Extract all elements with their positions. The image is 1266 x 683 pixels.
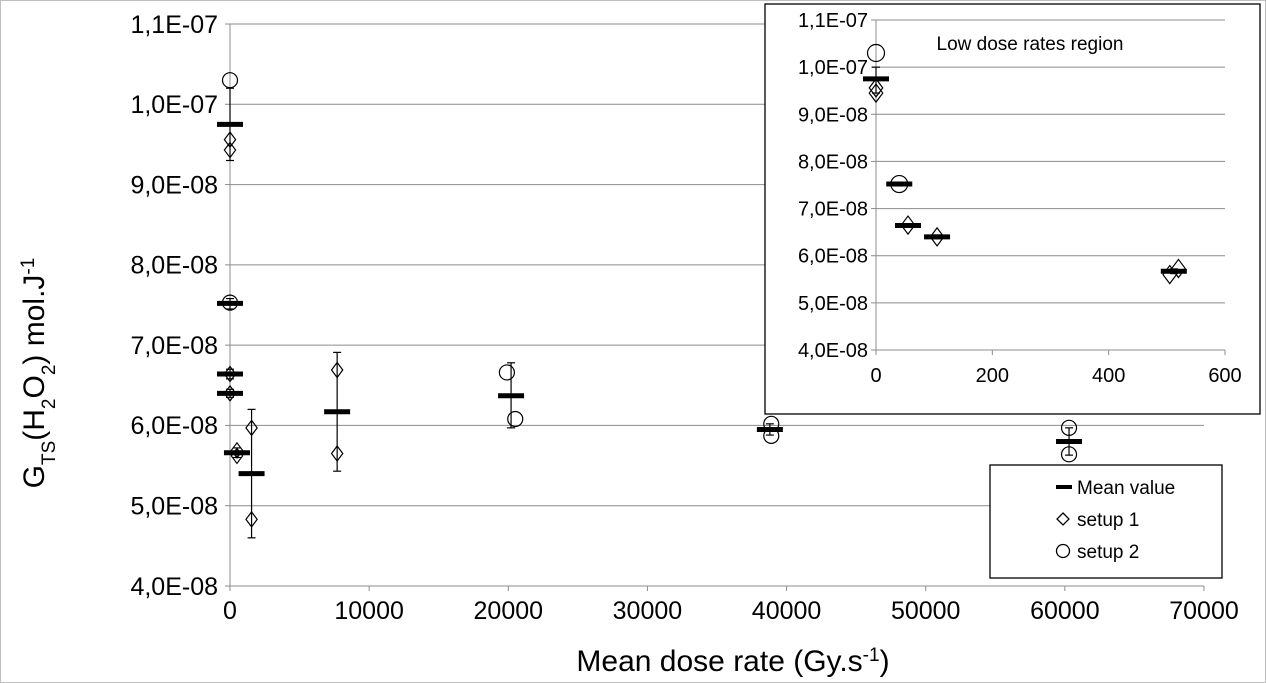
x-tick-label: 0 (223, 597, 237, 625)
setup1-point (223, 384, 237, 402)
y-tick-label: 4,0E-08 (130, 573, 218, 601)
setup2-point (890, 174, 909, 194)
setup2-point (1060, 419, 1078, 436)
setup1-point (230, 447, 244, 465)
setup1-point (900, 215, 916, 236)
inset-y-tick-labels: 4,0E-08 5,0E-08 6,0E-08 7,0E-08 8,0E-08 9,0E-… (798, 10, 868, 362)
x-tick-label: 600 (1208, 365, 1241, 387)
y-tick-label: 4,0E-08 (798, 340, 868, 362)
y-tick-label: 9,0E-08 (798, 104, 868, 126)
y-tick-label: 8,0E-08 (798, 151, 868, 173)
y-tick-label: 9,0E-08 (130, 171, 218, 199)
main-x-tick-labels: 0 10000 20000 30000 40000 50000 60000 70000 (223, 597, 1239, 625)
legend-label-setup1: setup 1 (1077, 510, 1139, 531)
x-tick-label: 50000 (891, 597, 961, 625)
inset-annotation: Low dose rates region (937, 34, 1124, 55)
x-tick-label: 60000 (1030, 597, 1100, 625)
main-data-marks (217, 72, 1083, 539)
y-axis-title: GTS(H2O2) mol.J-1 (18, 258, 60, 489)
setup1-point (223, 141, 237, 159)
x-tick-label: 30000 (613, 597, 683, 625)
setup1-point (223, 365, 237, 383)
y-tick-label: 8,0E-08 (130, 252, 218, 280)
y-tick-label: 1,0E-07 (798, 57, 868, 79)
setup2-point (1060, 446, 1078, 463)
y-tick-label: 1,1E-07 (798, 10, 868, 32)
y-tick-label: 1,1E-07 (130, 11, 218, 39)
x-tick-label: 0 (870, 365, 881, 387)
y-tick-label: 5,0E-08 (798, 293, 868, 315)
y-tick-label: 1,0E-07 (130, 91, 218, 119)
y-tick-label: 7,0E-08 (130, 332, 218, 360)
setup1-point (868, 83, 884, 104)
setup1-point (330, 361, 344, 379)
x-tick-label: 400 (1092, 365, 1125, 387)
legend-label-setup2: setup 2 (1077, 542, 1139, 563)
setup1-point (230, 441, 244, 459)
legend-label-mean: Mean value (1077, 478, 1175, 499)
setup2-point (507, 410, 524, 428)
inset-gridlines (876, 19, 1225, 304)
y-tick-label: 7,0E-08 (798, 199, 868, 221)
setup2-point (763, 415, 780, 432)
inset-data-marks (863, 43, 1187, 285)
y-tick-label: 6,0E-08 (798, 246, 868, 268)
setup2-point (221, 294, 239, 311)
setup1-point (868, 77, 884, 98)
setup1-point (245, 419, 258, 437)
main-y-tick-labels: 4,0E-08 5,0E-08 6,0E-08 7,0E-08 8,0E-08 9,0E-… (130, 11, 218, 601)
setup1-point (1170, 258, 1186, 279)
inset-x-tick-labels: 0 200 400 600 (870, 365, 1241, 387)
y-tick-label: 6,0E-08 (130, 412, 218, 440)
legend-circle-marker (1055, 543, 1071, 559)
y-tick-label: 5,0E-08 (130, 492, 218, 520)
x-tick-label: 70000 (1169, 597, 1239, 625)
x-axis-title: Mean dose rate (Gy.s-1) (576, 645, 889, 679)
setup2-point (498, 364, 515, 381)
setup2-point (866, 43, 886, 63)
setup1-point (929, 226, 945, 247)
setup1-point (245, 510, 258, 528)
setup2-point (763, 427, 780, 444)
x-tick-label: 10000 (334, 597, 404, 625)
legend: Mean value setup 1 setup 2 (989, 464, 1223, 579)
legend-diamond-marker (1056, 512, 1070, 526)
x-tick-label: 200 (976, 365, 1009, 387)
setup2-point (221, 72, 239, 89)
x-tick-label: 20000 (474, 597, 544, 625)
legend-box (989, 464, 1223, 579)
setup1-point (330, 445, 344, 463)
x-tick-label: 40000 (752, 597, 822, 625)
setup1-point (223, 131, 237, 149)
